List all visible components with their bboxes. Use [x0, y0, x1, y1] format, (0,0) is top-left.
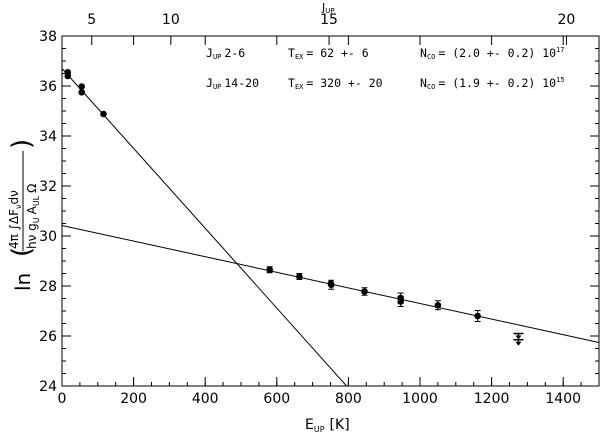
x-tick-label: 600 [263, 391, 290, 407]
y-axis-label-denominator: hν gUAUL Ω [25, 184, 41, 249]
axis-ticks: 0 200 400 600 800 1000 1200 1400 24 26 28 30 32 34 36 3… [39, 12, 600, 407]
ann1-t: T [288, 46, 295, 60]
y-tick-label: 24 [39, 379, 57, 395]
y-tick-label: 26 [39, 329, 57, 345]
x-axis-label: EUP [K] [305, 417, 350, 433]
y-tick-label: 38 [39, 29, 57, 45]
top-tick-label: 10 [162, 12, 180, 28]
y-tick-label: 28 [39, 279, 57, 295]
top-axis-label-main: J [321, 1, 325, 14]
svg-text:TEX= 320 +- 20: TEX = 320 +- 20 [288, 76, 383, 91]
ann1-nval: = (2.0 +- 0.2) 10 [438, 46, 556, 60]
annotation-row-2: JUP 14-20 TEX = 320 +- 20 NCO = (1.9 +- 0.2… [206, 76, 565, 91]
data-point [361, 288, 368, 295]
x-tick-label: 1400 [545, 391, 581, 407]
data-point [266, 266, 273, 274]
ann2-exp: 15 [556, 76, 564, 84]
y-tick-label: 30 [39, 229, 57, 245]
data-point [474, 312, 481, 320]
x-tick-label: 1000 [402, 391, 438, 407]
top-tick-label: 15 [320, 12, 338, 28]
y-den-sub-ul: UL [32, 195, 41, 206]
ann2-n-sub: CO [427, 83, 435, 91]
fit-line [61, 68, 347, 387]
y-tick-label: 34 [39, 129, 57, 145]
y-den-main: hν g [25, 223, 39, 249]
x-tick-label: 800 [335, 391, 362, 407]
y-axis-label-numerator: 4π ∫ΔFνdν [7, 190, 23, 249]
top-axis-label-sub: UP [325, 7, 334, 15]
ann2-j: J [206, 76, 213, 90]
ann2-n: N [420, 76, 427, 90]
top-tick-label: 20 [558, 12, 576, 28]
x-axis-label-main: E [305, 417, 314, 433]
top-axis-label: JUP [321, 1, 335, 15]
y-den-a: A [25, 205, 39, 214]
ann1-exp: 17 [556, 46, 564, 54]
data-points [64, 68, 524, 346]
y-den-omega: Ω [25, 184, 39, 193]
data-point [78, 83, 85, 90]
data-point [434, 301, 442, 309]
ann2-t: T [288, 76, 295, 90]
annotation-row-1: JUP 2-6 TEX = 62 +- 6 NCO = (2.0 +- 0.2) 10… [206, 46, 565, 61]
x-tick-label: 0 [58, 391, 67, 407]
ann1-j-sub: UP [213, 53, 221, 61]
data-point [64, 72, 72, 80]
y-num-sub: ν [14, 204, 23, 209]
data-point [327, 280, 335, 287]
ann1-n-sub: CO [427, 53, 435, 61]
ann2-nval: = (1.9 +- 0.2) 10 [438, 76, 556, 90]
y-num-main: 4π ∫ΔF [7, 209, 21, 249]
x-axis-label-sub: UP [314, 425, 325, 433]
y-axis-label: ln 4π ∫ΔFνdν hν gUAUL Ω ( ) [7, 139, 41, 291]
ann2-t-sub: EX [295, 83, 304, 91]
y-num-tail: dν [7, 190, 21, 205]
top-tick-label: 5 [87, 12, 96, 28]
y-den-sub-u: U [32, 217, 41, 223]
svg-text:TEX= 62 +- 6: TEX = 62 +- 6 [288, 46, 369, 61]
x-axis-label-unit: [K] [330, 417, 350, 433]
ann2-j-sub: UP [213, 83, 221, 91]
ann1-j: J [206, 46, 213, 60]
ann1-n: N [420, 46, 427, 60]
y-tick-label: 36 [39, 79, 57, 95]
svg-text:NCO= (2.0 +- 0.2) 1017: NCO = (2.0 +- 0.2) 1017 [420, 46, 565, 61]
x-tick-label: 400 [192, 391, 219, 407]
y-axis-label-ln: ln [11, 273, 35, 291]
ann2-range: 14-20 [224, 76, 259, 90]
data-point [78, 88, 85, 96]
upper-limit-arrow [515, 341, 522, 346]
data-point [296, 273, 303, 280]
data-point [100, 110, 107, 118]
y-axis-label-paren-open: ( [7, 247, 37, 257]
ann1-tval: = 62 +- 6 [306, 46, 368, 60]
data-point [397, 298, 404, 305]
x-tick-label: 1200 [474, 391, 510, 407]
ann1-range: 2-6 [224, 46, 245, 60]
x-tick-label: 200 [120, 391, 147, 407]
upper-limit-arrow [515, 335, 522, 340]
ann1-t-sub: EX [295, 53, 304, 61]
ann2-tval: = 320 +- 20 [306, 76, 382, 90]
y-tick-label: 32 [39, 179, 57, 195]
y-axis-label-paren-close: ) [7, 139, 37, 149]
svg-text:NCO= (1.9 +- 0.2) 1015: NCO = (1.9 +- 0.2) 1015 [420, 76, 565, 91]
